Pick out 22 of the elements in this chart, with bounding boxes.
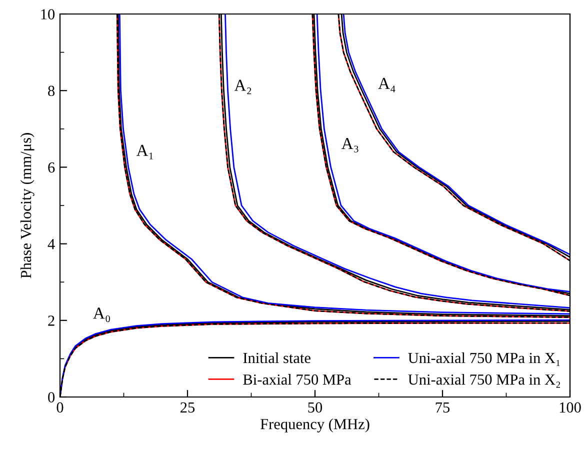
y-tick-label: 2 — [48, 316, 54, 326]
legend-label: Initial state — [243, 352, 310, 364]
x-tick-label: 75 — [436, 402, 450, 413]
annotation: A₀ — [93, 308, 110, 322]
y-tick-label: 4 — [48, 239, 55, 250]
x-tick-label: 100 — [560, 402, 581, 413]
y-tick-label: 10 — [41, 9, 55, 20]
x-axis-title: Frequency (MHz) — [260, 418, 370, 432]
y-axis-title: Phase Velocity (mm/μs) — [20, 133, 34, 278]
y-tick-label: 0 — [48, 392, 55, 402]
x-tick-label: 25 — [180, 402, 195, 413]
legend-label: Uni-axial 750 MPa in X₁ — [408, 352, 560, 366]
x-tick-label: 50 — [308, 402, 322, 413]
legend-label: Bi-axial 750 MPa — [243, 374, 352, 385]
annotation: A₃ — [341, 138, 358, 152]
annotation: A₄ — [378, 78, 396, 92]
y-tick-label: 8 — [48, 86, 55, 96]
x-tick-label: 0 — [56, 402, 64, 413]
annotation: A₂ — [234, 80, 252, 94]
legend-label: Uni-axial 750 MPa in X₂ — [408, 374, 560, 388]
y-tick-label: 6 — [48, 162, 55, 173]
annotation: A₁ — [136, 144, 153, 160]
